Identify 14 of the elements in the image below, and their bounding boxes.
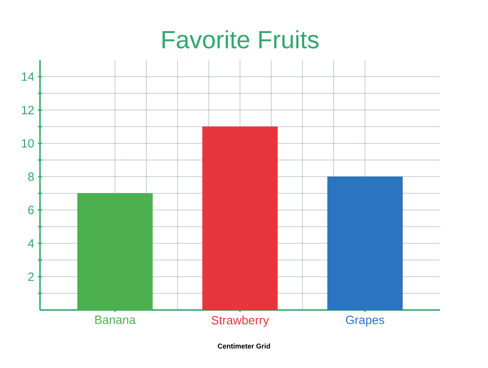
x-tick-label: Strawberry (212, 316, 269, 327)
x-tick-label: Grapes (346, 316, 384, 327)
y-tick-label: 12 (22, 106, 34, 114)
bar (327, 176, 403, 310)
y-tick-label: 8 (28, 172, 34, 181)
bar (202, 126, 278, 310)
y-tick-label: 6 (28, 206, 34, 214)
y-tick-label: 4 (28, 239, 34, 248)
y-tick-label: 2 (28, 272, 34, 281)
y-tick-label: 14 (22, 72, 34, 81)
y-tick-label: 10 (22, 139, 34, 148)
bar (77, 193, 153, 310)
x-tick-label: Banana (95, 316, 136, 324)
chart-title: Favorite Fruits (162, 30, 319, 48)
